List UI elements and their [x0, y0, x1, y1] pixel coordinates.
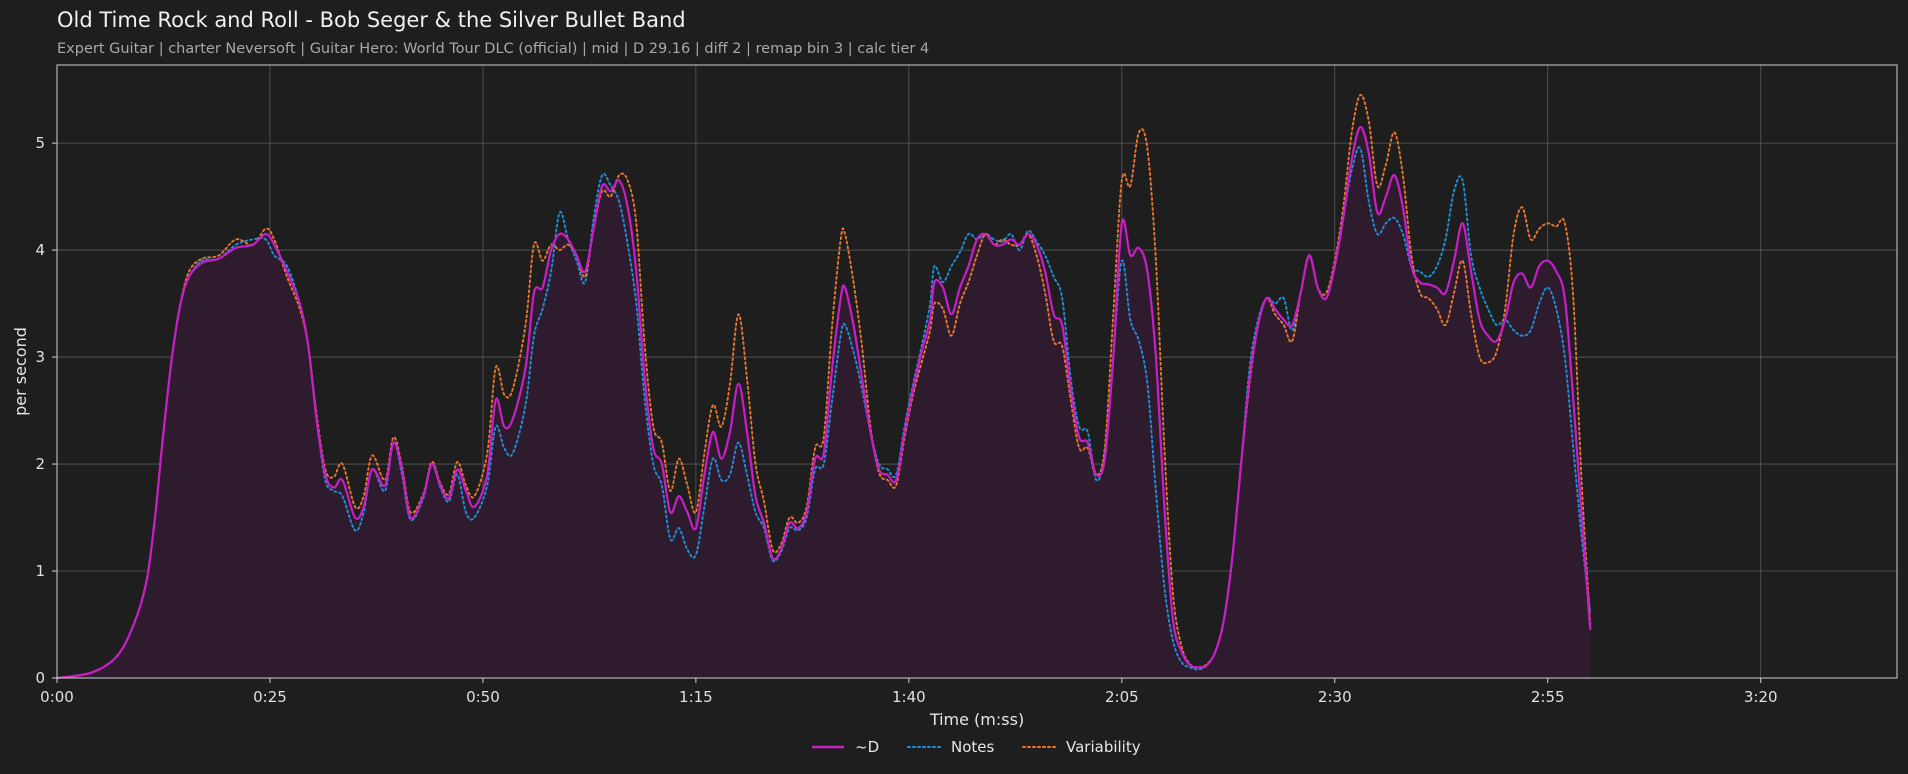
x-tick-label: 2:30 [1318, 688, 1352, 706]
plot-frame [56, 64, 1898, 679]
x-tick-label: 1:15 [679, 688, 713, 706]
legend: ~D Notes Variability [812, 738, 1141, 756]
y-tick-label: 5 [35, 134, 45, 152]
x-axis-ticks: 0:00 0:25 0:50 1:15 1:40 2:05 2:30 2:55 3:20 [40, 678, 1778, 706]
y-axis-ticks: 0 1 2 3 4 5 [35, 134, 57, 687]
y-tick-label: 2 [35, 455, 45, 473]
x-tick-label: 3:20 [1744, 688, 1778, 706]
y-tick-label: 3 [35, 348, 45, 366]
x-tick-label: 2:55 [1531, 688, 1565, 706]
chart-subtitle: Expert Guitar | charter Neversoft | Guit… [57, 41, 930, 57]
legend-notes-label: Notes [951, 738, 995, 756]
y-tick-label: 4 [35, 241, 45, 259]
x-tick-label: 0:00 [40, 688, 74, 706]
d-area-fill [57, 126, 1591, 679]
y-tick-label: 1 [35, 562, 45, 580]
x-tick-label: 0:50 [466, 688, 500, 706]
x-tick-label: 1:40 [892, 688, 926, 706]
x-tick-label: 2:05 [1105, 688, 1139, 706]
legend-variability-label: Variability [1066, 738, 1141, 756]
d-series-line [56, 125, 1592, 680]
x-axis-label: Time (m:ss) [929, 710, 1024, 729]
chart-title: Old Time Rock and Roll - Bob Seger & the… [57, 8, 686, 32]
legend-d-label: ~D [855, 738, 879, 756]
x-tick-label: 0:25 [253, 688, 287, 706]
y-axis-label: per second [11, 327, 30, 416]
y-tick-label: 0 [35, 669, 45, 687]
